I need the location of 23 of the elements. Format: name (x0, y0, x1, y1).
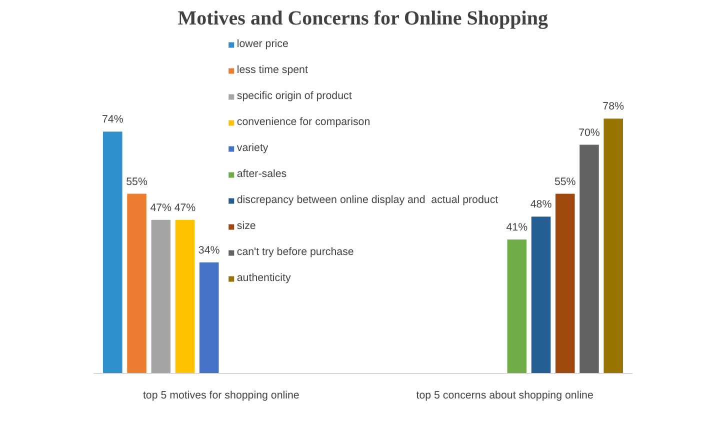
data-label: 48% (530, 198, 552, 211)
data-label: 41% (506, 222, 528, 234)
data-label: 74% (102, 114, 124, 126)
legend-label: less time spent (236, 64, 308, 76)
legend-label: variety (236, 142, 268, 154)
data-label: 55% (126, 176, 148, 188)
data-label: 47% (174, 202, 196, 214)
x-tick-label: top 5 motives for shopping online (142, 390, 300, 402)
data-label: 47% (150, 202, 172, 214)
data-label: 70% (578, 126, 600, 139)
legend-label: size (236, 220, 257, 232)
data-label: 34% (198, 244, 220, 256)
legend-label: specific origin of product (236, 90, 352, 102)
legend-label: discrepancy between online display and actual product (236, 194, 498, 206)
legend-label: authenticity (236, 272, 291, 284)
chart-title: Motives and Concerns for Online Shopping (178, 8, 548, 30)
legend-label: can't try before purchase (236, 246, 354, 258)
legend-label: lower price (236, 38, 288, 50)
data-label: 78% (602, 100, 625, 113)
data-label: 55% (554, 176, 576, 188)
x-tick-label: top 5 concerns about shopping online (416, 390, 594, 402)
legend-label: convenience for comparison (236, 116, 370, 128)
legend-label: after-sales (236, 168, 287, 180)
